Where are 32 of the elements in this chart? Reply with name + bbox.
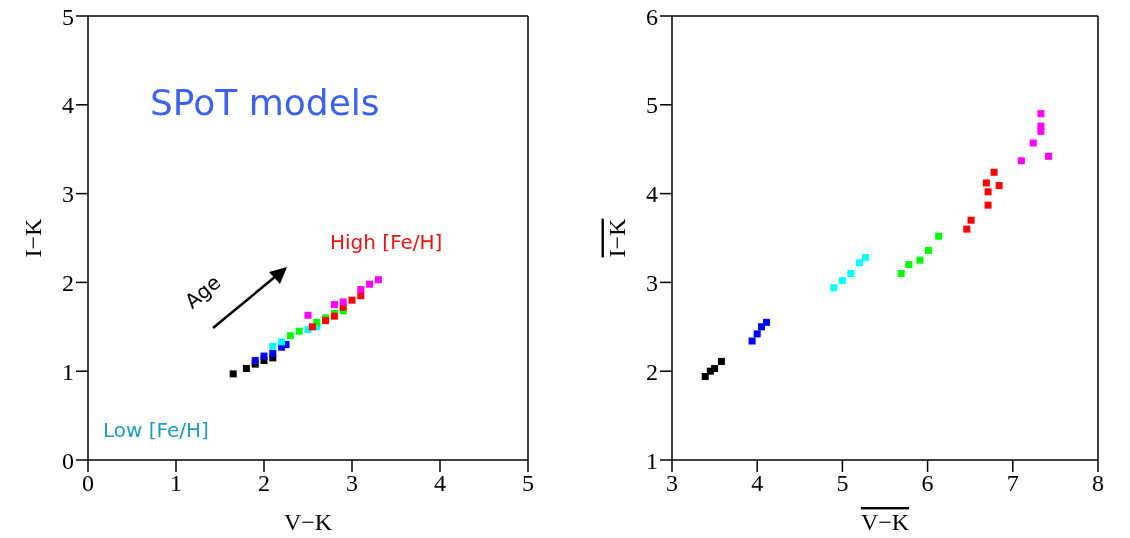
annotation: Low [Fe/H]	[103, 418, 209, 442]
y-tick-label: 4	[62, 92, 74, 119]
y-axis-title: I−K	[19, 217, 46, 258]
y-tick-label: 5	[62, 3, 74, 30]
x-tick-label: 2	[258, 470, 270, 497]
x-tick-label: 1	[170, 470, 182, 497]
y-axis-title: I−K	[603, 217, 630, 258]
y-tick-label: 1	[646, 447, 658, 474]
x-axis-title: V−K	[860, 509, 910, 535]
y-tick-label: 5	[646, 92, 658, 119]
x-tick-label: 4	[751, 470, 764, 497]
x-tick-label: 8	[1092, 470, 1104, 497]
y-tick-label: 3	[646, 269, 658, 296]
y-tick-label: 6	[646, 3, 658, 30]
y-tick-label: 2	[646, 358, 658, 385]
y-tick-label: 1	[62, 358, 74, 385]
y-tick-label: 4	[646, 181, 658, 208]
x-tick-label: 3	[666, 470, 678, 497]
x-tick-label: 3	[346, 470, 358, 497]
x-tick-label: 4	[434, 470, 446, 497]
x-tick-label: 0	[82, 470, 94, 497]
y-tick-label: 3	[62, 181, 74, 208]
x-tick-label: 6	[921, 470, 934, 497]
x-axis-title: V−K	[283, 509, 333, 535]
y-tick-label: 2	[62, 269, 74, 296]
annotation: High [Fe/H]	[330, 230, 443, 254]
x-tick-label: 7	[1006, 470, 1019, 497]
x-tick-label: 5	[836, 470, 849, 497]
annotation: Age	[180, 270, 226, 314]
annotation: SPoT models	[150, 82, 380, 123]
y-tick-label: 0	[62, 447, 74, 474]
x-tick-label: 5	[522, 470, 534, 497]
